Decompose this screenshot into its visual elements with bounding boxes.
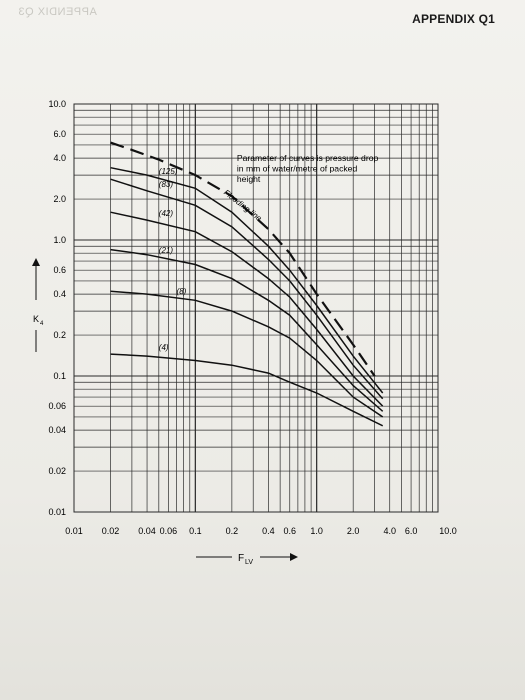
y-tick-label: 10.0: [48, 99, 66, 109]
x-tick-label: 1.0: [310, 526, 323, 536]
x-axis-label-subscript: LV: [245, 559, 253, 566]
curve-label: (42): [159, 209, 174, 218]
flooding-line-label: Flooding line: [222, 188, 264, 223]
pressure-drop-curve: [110, 211, 384, 407]
x-tick-label: 0.2: [226, 526, 239, 536]
x-tick-label: 0.06: [160, 526, 178, 536]
curve-label: (4): [159, 343, 169, 352]
annotation-line: height: [237, 174, 261, 184]
y-tick-label: 0.6: [53, 265, 66, 275]
y-axis-label-subscript: 4: [40, 321, 44, 327]
curve-label: (21): [159, 246, 174, 255]
curve-label: (125): [159, 167, 178, 176]
x-tick-label: 0.1: [189, 526, 202, 536]
x-tick-label: 0.04: [138, 526, 156, 536]
x-tick-label: 0.6: [283, 526, 296, 536]
pressure-drop-curve: [110, 178, 384, 400]
y-tick-label: 0.2: [53, 330, 66, 340]
pressure-drop-curve: [110, 290, 384, 418]
y-axis-label: K: [33, 314, 39, 324]
y-tick-label: 0.1: [53, 371, 66, 381]
flooding-line: [110, 141, 376, 377]
curve-label: (8): [177, 287, 187, 296]
pressure-drop-curve: [110, 353, 384, 427]
x-tick-label: 6.0: [405, 526, 418, 536]
x-tick-label: 0.02: [102, 526, 120, 536]
x-tick-label: 0.4: [262, 526, 275, 536]
y-tick-label: 6.0: [53, 129, 66, 139]
x-tick-label: 0.01: [65, 526, 83, 536]
y-tick-label: 0.06: [48, 401, 66, 411]
page-title: APPENDIX Q1: [412, 12, 495, 26]
y-tick-label: 1.0: [53, 235, 66, 245]
y-axis-arrowhead: [32, 258, 40, 266]
y-tick-label: 2.0: [53, 194, 66, 204]
curve-label: (83): [159, 180, 174, 189]
y-tick-label: 0.04: [48, 425, 66, 435]
y-tick-label: 4.0: [53, 153, 66, 163]
x-tick-label: 4.0: [383, 526, 396, 536]
x-axis-arrowhead: [290, 553, 298, 561]
x-axis-label: F: [238, 553, 244, 564]
pressure-drop-curve: [110, 166, 384, 394]
x-tick-label: 2.0: [347, 526, 360, 536]
y-tick-label: 0.02: [48, 466, 66, 476]
y-tick-label: 0.4: [53, 289, 66, 299]
annotation-line: in mm of water/metre of packed: [237, 164, 358, 174]
y-tick-label: 0.01: [48, 507, 66, 517]
pressure-drop-curve: [110, 248, 384, 412]
x-tick-label: 10.0: [439, 526, 457, 536]
annotation-line: Parameter of curves is pressure drop: [237, 153, 379, 163]
